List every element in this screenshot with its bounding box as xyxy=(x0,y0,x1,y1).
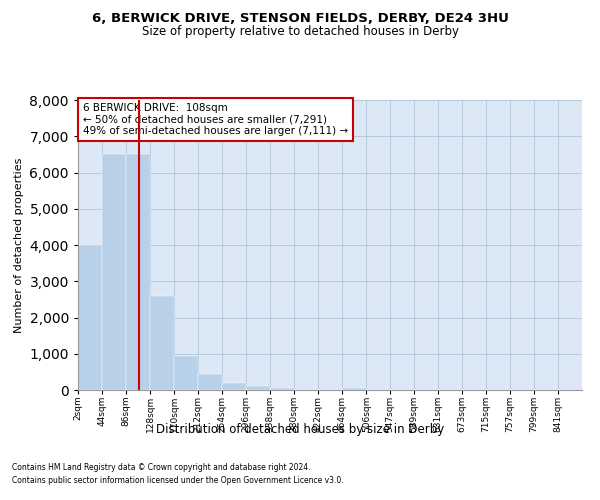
Y-axis label: Number of detached properties: Number of detached properties xyxy=(14,158,24,332)
Bar xyxy=(174,356,198,390)
Bar xyxy=(270,388,294,390)
Text: Distribution of detached houses by size in Derby: Distribution of detached houses by size … xyxy=(156,422,444,436)
Bar xyxy=(246,386,270,390)
Text: 6, BERWICK DRIVE, STENSON FIELDS, DERBY, DE24 3HU: 6, BERWICK DRIVE, STENSON FIELDS, DERBY,… xyxy=(92,12,508,26)
Text: 6 BERWICK DRIVE:  108sqm
← 50% of detached houses are smaller (7,291)
49% of sem: 6 BERWICK DRIVE: 108sqm ← 50% of detache… xyxy=(83,103,348,136)
Bar xyxy=(222,383,246,390)
Bar xyxy=(102,154,126,390)
Text: Size of property relative to detached houses in Derby: Size of property relative to detached ho… xyxy=(142,25,458,38)
Bar xyxy=(78,245,102,390)
Bar xyxy=(150,296,174,390)
Bar xyxy=(126,154,150,390)
Text: Contains HM Land Registry data © Crown copyright and database right 2024.: Contains HM Land Registry data © Crown c… xyxy=(12,464,311,472)
Text: Contains public sector information licensed under the Open Government Licence v3: Contains public sector information licen… xyxy=(12,476,344,485)
Bar xyxy=(198,374,222,390)
Bar xyxy=(342,388,367,390)
